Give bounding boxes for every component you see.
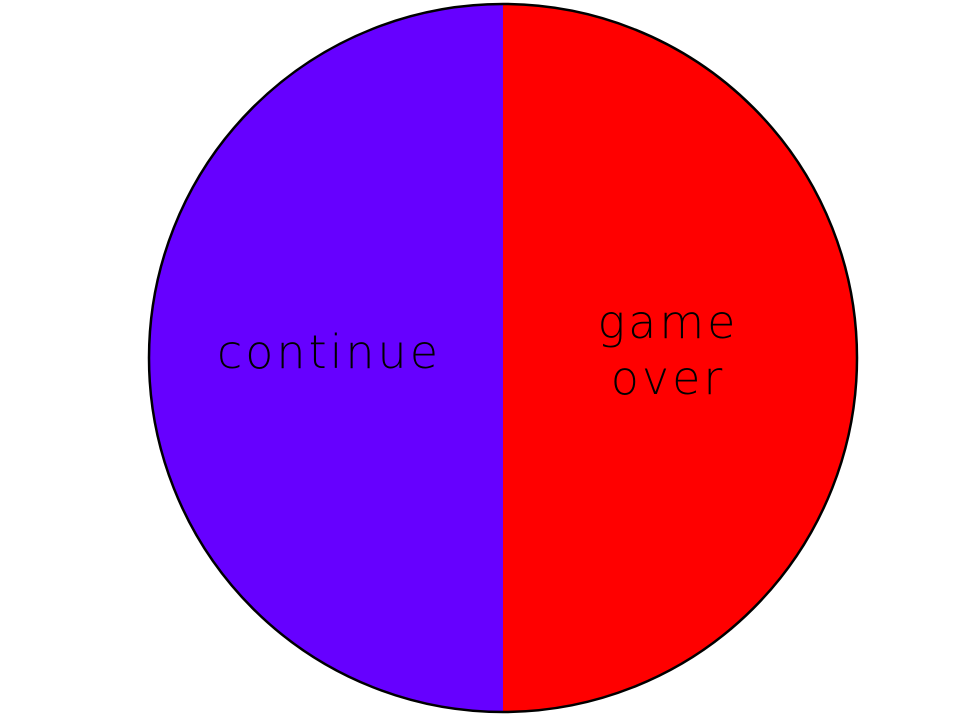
game-over-label-line1: game <box>598 295 739 349</box>
game-over-option[interactable]: game over <box>503 4 857 712</box>
wheel-outline <box>147 2 859 714</box>
game-over-label-line2: over <box>611 351 726 405</box>
continue-half[interactable] <box>149 4 503 712</box>
continue-option[interactable]: continue <box>149 4 503 712</box>
game-over-half[interactable] <box>503 4 857 712</box>
continue-label: continue <box>217 325 441 379</box>
